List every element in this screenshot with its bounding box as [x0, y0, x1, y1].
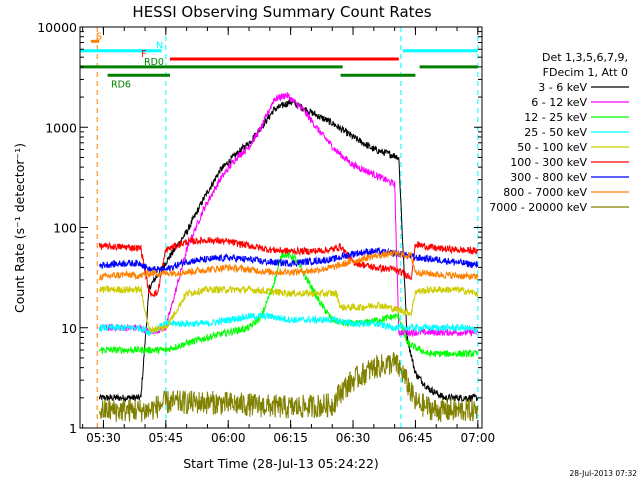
legend-entry-label: 3 - 6 keV — [538, 81, 587, 94]
legend-header-line-2: FDecim 1, Att 0 — [543, 66, 628, 79]
x-tick-label: 05:30 — [86, 431, 121, 445]
legend-entry-label: 6 - 12 keV — [531, 96, 587, 109]
x-tick-label: 06:15 — [273, 431, 308, 445]
flag-label-rd6: RD6 — [111, 79, 131, 90]
y-axis: 1 10 100 1000 10000 — [37, 20, 482, 436]
series-line-7 — [98, 246, 479, 274]
series-line-8 — [98, 249, 479, 281]
x-tick-label: 06:00 — [211, 431, 246, 445]
legend-entry-label: 100 - 300 keV — [510, 156, 587, 169]
legend-entry-label: 800 - 7000 keV — [503, 186, 587, 199]
x-tick-label: 07:00 — [461, 431, 496, 445]
flag-label-n: N — [156, 41, 163, 52]
y-tick-label: 10 — [61, 321, 77, 336]
flag-label-rd0: RD0 — [144, 57, 164, 68]
y-tick-label: 100 — [53, 221, 77, 236]
series-line-5 — [98, 284, 479, 334]
timestamp: 28-Jul-2013 07:32 — [569, 469, 637, 478]
x-axis-label: Start Time (28-Jul-13 05:24:22) — [183, 456, 379, 471]
legend-entry-label: 25 - 50 keV — [524, 126, 587, 139]
y-tick-label: 10000 — [37, 20, 77, 35]
series-line-2 — [98, 92, 479, 338]
legend-entry-label: 300 - 800 keV — [510, 171, 587, 184]
y-axis-label: Count Rate (s⁻¹ detector⁻¹) — [12, 143, 27, 313]
series-line-3 — [98, 251, 479, 359]
x-tick-label: 06:45 — [398, 431, 433, 445]
flag-label-f: F — [141, 49, 146, 60]
plot-area — [80, 27, 479, 428]
series-line-9 — [98, 352, 479, 423]
x-axis: 05:30 05:45 06:00 06:15 06:30 06:45 07:00 — [82, 27, 496, 445]
legend-entry-label: 7000 - 20000 keV — [489, 201, 587, 214]
legend: Det 1,3,5,6,7,9, FDecim 1, Att 0 3 - 6 k… — [489, 51, 629, 214]
y-tick-label: 1000 — [45, 120, 77, 135]
flag-label-s: S — [96, 31, 102, 42]
legend-header-line-1: Det 1,3,5,6,7,9, — [542, 51, 628, 64]
legend-entry-label: 50 - 100 keV — [517, 141, 587, 154]
chart-title: HESSI Observing Summary Count Rates — [132, 3, 431, 21]
y-tick-label: 1 — [69, 421, 77, 436]
legend-entry-label: 12 - 25 keV — [524, 111, 587, 124]
x-tick-label: 05:45 — [149, 431, 184, 445]
x-tick-label: 06:30 — [336, 431, 371, 445]
series-line-6 — [98, 236, 479, 298]
plot-frame — [79, 26, 483, 429]
